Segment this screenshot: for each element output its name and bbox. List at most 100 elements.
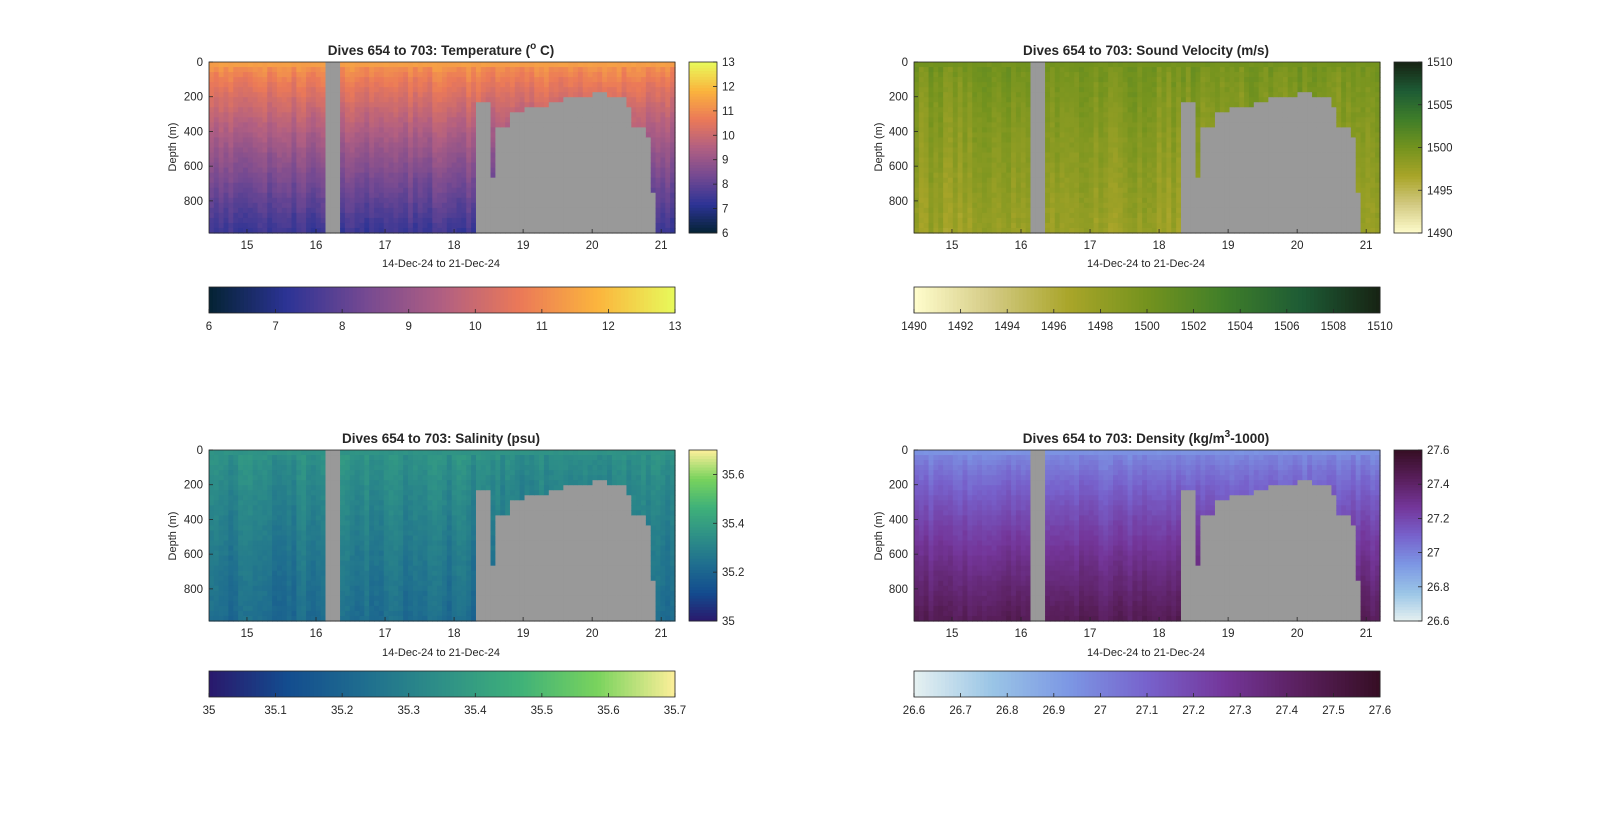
temperature-heatmap-cell (262, 182, 268, 189)
temperature-heatmap-cell (587, 207, 594, 214)
temperature-heatmap-cell (412, 127, 419, 134)
temperature-heatmap-cell (485, 222, 492, 229)
temperature-heatmap-cell (422, 217, 429, 224)
sound-velocity-heatmap-cell (986, 197, 993, 204)
sound-velocity-heatmap-cell (1025, 132, 1032, 139)
temperature-heatmap-cell (247, 227, 254, 234)
temperature-colorbar-vertical-segment (689, 107, 717, 111)
temperature-heatmap-cell (461, 182, 467, 189)
temperature-heatmap-cell (446, 147, 453, 154)
sound-velocity-heatmap-cell (918, 122, 925, 128)
temperature-heatmap-cell (665, 227, 671, 234)
temperature-heatmap-cell (456, 147, 463, 154)
temperature-heatmap-cell (335, 107, 341, 113)
temperature-heatmap-cell (621, 92, 628, 98)
temperature-heatmap-cell (276, 62, 283, 68)
temperature-heatmap-cell (480, 87, 487, 93)
temperature-heatmap-cell (349, 157, 356, 164)
temperature-heatmap-cell (393, 77, 399, 83)
sound-velocity-heatmap-cell (938, 97, 944, 103)
temperature-heatmap-cell (616, 152, 623, 159)
temperature-heatmap-cell (509, 72, 516, 78)
temperature-heatmap-cell (369, 132, 375, 139)
temperature-heatmap-cell (670, 102, 676, 108)
temperature-heatmap-cell (388, 202, 395, 209)
temperature-heatmap-cell (209, 117, 215, 123)
sound-velocity-heatmap-cell (1083, 202, 1090, 209)
temperature-heatmap-cell (344, 137, 351, 144)
temperature-heatmap-cell (587, 92, 594, 98)
temperature-heatmap-cell (408, 67, 414, 73)
sound-velocity-heatmap-cell (967, 172, 973, 179)
sound-velocity-heatmap-cell (986, 72, 993, 78)
temperature-heatmap-cell (548, 97, 555, 103)
sound-velocity-heatmap-cell (938, 147, 944, 154)
temperature-heatmap-cell (621, 162, 628, 169)
temperature-heatmap-cell (276, 142, 283, 149)
sound-velocity-heatmap-cell (996, 107, 1002, 113)
temperature-heatmap-cell (611, 77, 618, 83)
temperature-heatmap-cell (616, 172, 623, 179)
temperature-colorbar-vertical-segment (689, 156, 717, 160)
sound-velocity-heatmap-cell (1079, 67, 1085, 73)
temperature-heatmap-cell (665, 142, 671, 149)
temperature-heatmap-cell (490, 147, 496, 154)
temperature-heatmap-cell (582, 187, 589, 194)
temperature-heatmap-cell (218, 167, 225, 174)
temperature-colorbar-vertical-segment (689, 93, 717, 97)
sound-velocity-heatmap-cell (1045, 97, 1051, 103)
sound-velocity-heatmap-cell (1108, 217, 1114, 224)
temperature-heatmap-cell (495, 162, 501, 169)
sound-velocity-heatmap-cell (1117, 62, 1124, 68)
sound-velocity-heatmap-cell (1108, 77, 1114, 83)
temperature-heatmap-cell (233, 137, 239, 144)
temperature-heatmap-cell (272, 162, 278, 169)
sound-velocity-heatmap-cell (1015, 147, 1022, 154)
sound-velocity-heatmap-cell (1122, 142, 1129, 149)
temperature-heatmap-cell (417, 227, 424, 234)
sound-velocity-heatmap-cell (1098, 212, 1104, 219)
sound-velocity-heatmap-cell (1108, 152, 1114, 159)
temperature-heatmap-cell (636, 72, 642, 78)
temperature-heatmap-cell (412, 222, 419, 229)
temperature-heatmap-cell (655, 177, 662, 184)
sound-velocity-heatmap-cell (991, 87, 998, 93)
temperature-heatmap-cell (543, 72, 550, 78)
temperature-heatmap-cell (422, 77, 429, 83)
temperature-heatmap-cell (325, 97, 331, 103)
sound-velocity-heatmap-cell (914, 97, 920, 103)
temperature-heatmap-cell (301, 67, 307, 73)
temperature-heatmap-cell (509, 102, 516, 108)
temperature-heatmap-cell (369, 62, 375, 68)
sound-velocity-heatmap-cell (1059, 147, 1066, 154)
temperature-heatmap-cell (296, 67, 302, 73)
temperature-heatmap-cell (495, 147, 501, 154)
temperature-colorbar-horizontal-tick-label: 12 (602, 321, 615, 333)
sound-velocity-heatmap-cell (1083, 167, 1090, 174)
temperature-heatmap-cell (621, 217, 628, 224)
sound-velocity-heatmap-cell (967, 182, 973, 189)
temperature-heatmap-cell (543, 77, 550, 83)
temperature-heatmap-cell (369, 212, 375, 219)
temperature-heatmap-cell (636, 87, 642, 93)
sound-velocity-heatmap-cell (1049, 167, 1056, 174)
sound-velocity-heatmap-cell (972, 167, 978, 174)
temperature-heatmap-cell (301, 157, 307, 164)
temperature-heatmap-cell (310, 87, 317, 93)
temperature-heatmap-cell (267, 167, 273, 174)
temperature-heatmap-cell (563, 147, 569, 154)
temperature-heatmap-cell (597, 77, 603, 83)
temperature-heatmap-cell (592, 172, 598, 179)
temperature-heatmap-cell (374, 67, 380, 73)
temperature-heatmap-cell (548, 92, 555, 98)
sound-velocity-heatmap-cell (914, 217, 920, 224)
temperature-heatmap-cell (568, 97, 574, 103)
temperature-heatmap-cell (228, 97, 234, 103)
temperature-heatmap-cell (209, 127, 215, 134)
temperature-heatmap-cell (340, 62, 346, 68)
sound-velocity-heatmap-cell (1108, 172, 1114, 179)
temperature-heatmap-cell (252, 102, 259, 108)
temperature-heatmap-cell (461, 192, 467, 199)
temperature-heatmap-cell (655, 77, 662, 83)
sound-velocity-heatmap-cell (1113, 192, 1119, 199)
